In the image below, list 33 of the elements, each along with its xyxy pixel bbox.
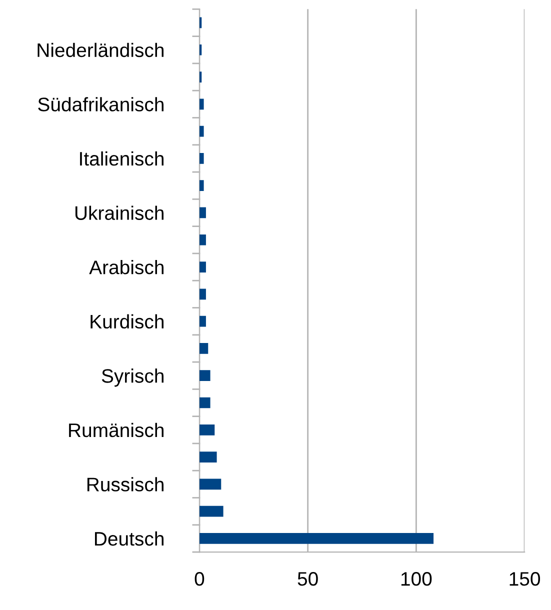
bar xyxy=(199,452,217,462)
y-tick-label: Kurdisch xyxy=(90,314,164,329)
bar xyxy=(199,424,215,436)
bar xyxy=(199,98,204,110)
y-tick-label: Südafrikanisch xyxy=(38,97,164,112)
bar xyxy=(199,153,204,164)
x-tick-label: 100 xyxy=(401,572,432,586)
x-tick-label: 50 xyxy=(298,572,318,586)
bar xyxy=(199,180,204,192)
bar xyxy=(199,234,206,246)
bar xyxy=(199,343,208,354)
y-tick-label: Rumänisch xyxy=(69,422,164,438)
y-tick-label: Niederländisch xyxy=(38,42,164,58)
bar xyxy=(199,262,206,272)
y-tick-label: Italienisch xyxy=(80,151,164,166)
bar xyxy=(199,72,202,82)
y-tick-label: Ukrainisch xyxy=(75,206,164,220)
bar xyxy=(199,316,206,327)
y-tick-label: Syrisch xyxy=(102,368,164,387)
y-tick-label: Arabisch xyxy=(89,260,164,274)
bar xyxy=(199,126,204,137)
bar xyxy=(199,370,210,382)
x-tick-label: 0 xyxy=(194,572,204,586)
y-tick-label: Deutsch xyxy=(95,531,164,546)
bar xyxy=(199,533,434,544)
bar xyxy=(199,506,224,517)
bar xyxy=(199,288,206,300)
x-tick-label: 150 xyxy=(510,572,540,586)
y-tick-label: Russisch xyxy=(87,477,164,492)
bar xyxy=(199,397,210,408)
bar xyxy=(199,44,202,56)
bar xyxy=(199,478,222,490)
bar xyxy=(199,207,206,218)
